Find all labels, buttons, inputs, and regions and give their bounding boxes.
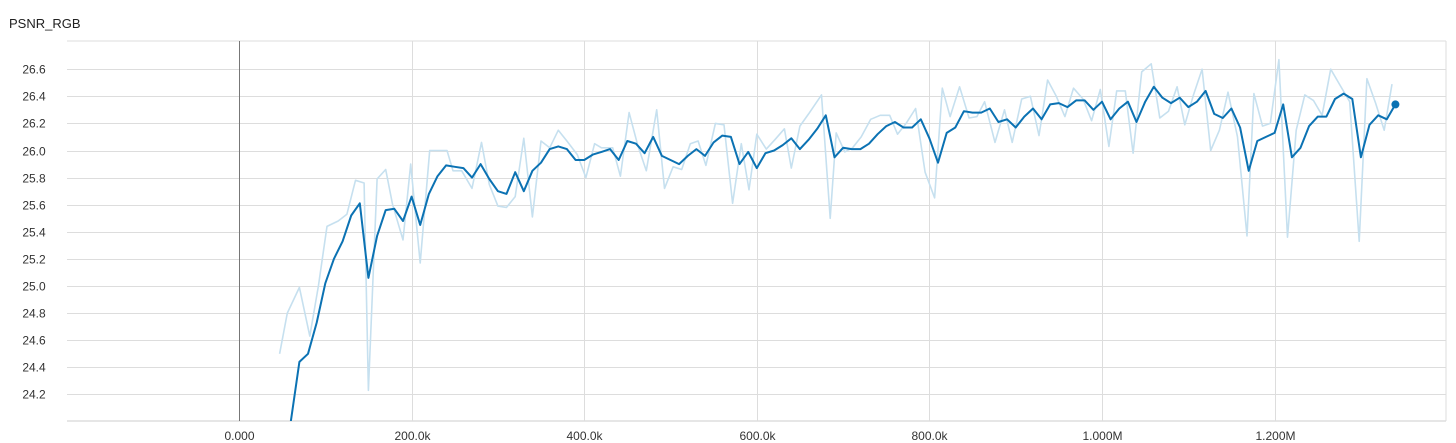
- y-tick-label: 26.6: [22, 63, 46, 77]
- y-tick-label: 24.6: [22, 334, 46, 348]
- plot-area: [278, 58, 1400, 422]
- x-tick-label: 400.0k: [566, 429, 603, 443]
- grid-lines: [67, 40, 1447, 422]
- x-tick-label: 200.0k: [394, 429, 431, 443]
- y-tick-label: 24.4: [22, 361, 46, 375]
- y-tick-label: 25.6: [22, 199, 46, 213]
- y-tick-label: 26.0: [22, 145, 46, 159]
- y-tick-label: 26.4: [22, 90, 46, 104]
- x-tick-label: 0.000: [224, 429, 254, 443]
- x-tick-label: 1.200M: [1255, 429, 1295, 443]
- chart-title: PSNR_RGB: [9, 16, 81, 31]
- smoothed-series-line[interactable]: [289, 85, 1397, 422]
- raw-series-line[interactable]: [278, 58, 1393, 392]
- y-tick-label: 24.2: [22, 388, 46, 402]
- y-tick-label: 26.2: [22, 117, 46, 131]
- x-axis-ticks: 0.000 200.0k 400.0k 600.0k 800.0k 1.000M 1.200…: [224, 429, 1295, 443]
- y-tick-label: 25.8: [22, 172, 46, 186]
- y-tick-label: 25.2: [22, 253, 46, 267]
- series-group: [278, 58, 1397, 422]
- last-point-marker[interactable]: [1391, 100, 1400, 109]
- y-axis-ticks: 24.2 24.4 24.6 24.8 25.0 25.2 25.4 25.6 25.8 26.0…: [22, 63, 46, 402]
- y-tick-label: 24.8: [22, 307, 46, 321]
- y-tick-label: 25.0: [22, 280, 46, 294]
- y-tick-label: 25.4: [22, 226, 46, 240]
- x-tick-label: 600.0k: [739, 429, 776, 443]
- x-tick-label: 800.0k: [911, 429, 948, 443]
- x-tick-label: 1.000M: [1082, 429, 1122, 443]
